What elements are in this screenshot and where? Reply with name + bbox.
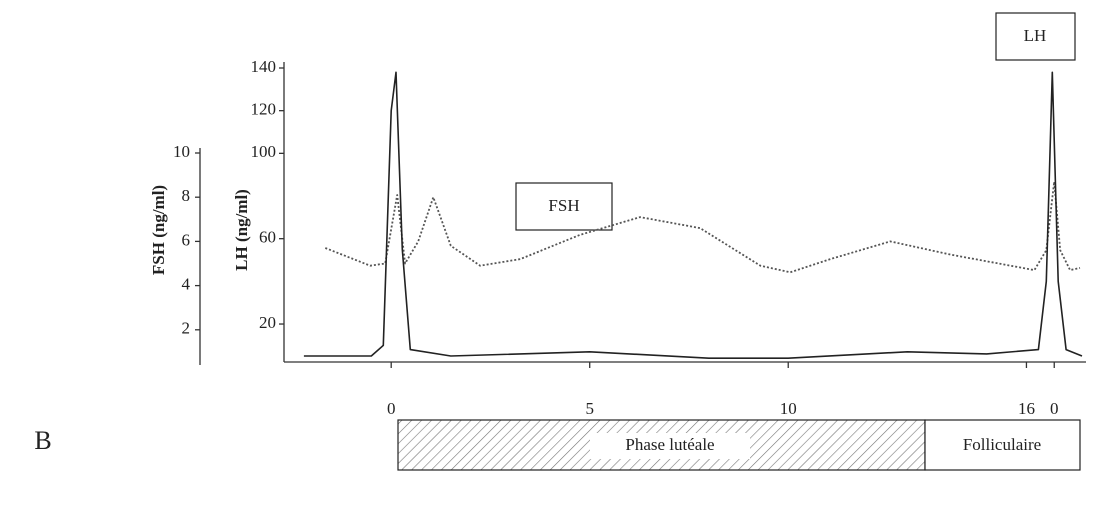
y2-tick-label: 10: [173, 142, 190, 161]
y2-tick-label: 8: [182, 186, 191, 205]
follicular-phase-bar: [924, 419, 1081, 471]
phase-label-bg: [590, 433, 750, 459]
x-tick-label: 0: [1050, 399, 1059, 418]
y-tick-label: 100: [251, 142, 277, 161]
y-tick-label: 140: [251, 57, 277, 76]
y2-tick-label: 6: [182, 230, 191, 249]
y2-tick-label: 4: [182, 275, 191, 294]
x-tick-label: 16: [1018, 399, 1035, 418]
y2-axis-label: FSH (ng/ml): [149, 185, 168, 275]
x-tick-label: 10: [780, 399, 797, 418]
y-tick-label: 20: [259, 313, 276, 332]
y2-tick-label: 2: [182, 319, 191, 338]
x-tick-label: 5: [585, 399, 594, 418]
legend-label: LH: [1024, 26, 1047, 45]
series-line: [303, 71, 1083, 359]
panel-label: B: [34, 426, 51, 455]
x-tick-label: 0: [387, 399, 396, 418]
legend-label: FSH: [548, 196, 579, 215]
legend-box: [515, 182, 613, 231]
y-tick-label: 120: [251, 100, 277, 119]
y-axis-label: LH (ng/ml): [232, 189, 251, 271]
y-tick-label: 60: [259, 228, 276, 247]
legend-box: [995, 12, 1076, 61]
phase-label: Folliculaire: [963, 435, 1041, 454]
phase-label: Phase lutéale: [625, 435, 714, 454]
series-line: [324, 180, 1081, 274]
